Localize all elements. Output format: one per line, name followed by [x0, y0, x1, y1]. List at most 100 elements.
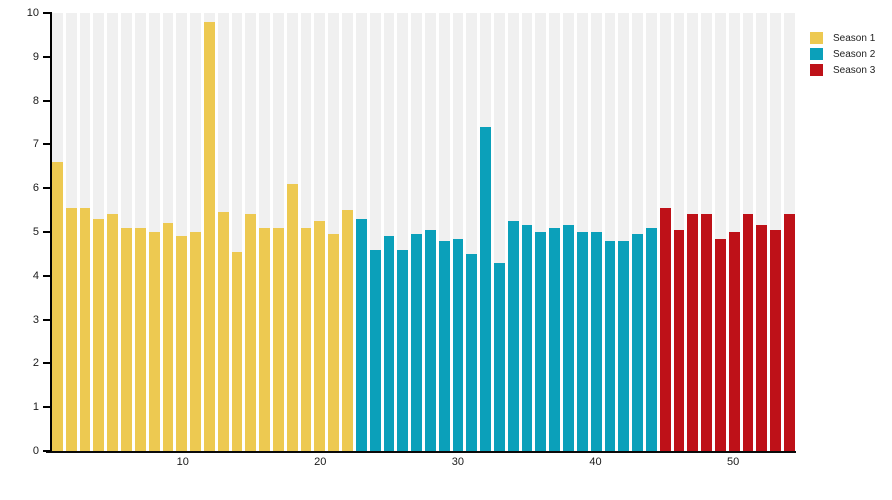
bar-episode-9[interactable]: [162, 223, 174, 451]
bar-episode-8[interactable]: [148, 232, 160, 451]
bar-slot: [659, 13, 671, 451]
bar-episode-44[interactable]: [645, 227, 657, 451]
bar-background-stripe: [383, 13, 395, 451]
y-tick-label: 2: [32, 357, 39, 370]
bar-episode-51[interactable]: [742, 214, 754, 451]
y-tick-label: 9: [32, 50, 39, 63]
y-axis-tick: [43, 187, 51, 190]
bar-slot: [245, 13, 257, 451]
bar-episode-48[interactable]: [701, 214, 712, 451]
bar-slot: [494, 13, 505, 451]
bar-episode-1[interactable]: [52, 161, 63, 451]
bar-episode-24[interactable]: [369, 249, 381, 451]
x-tick-label: 40: [589, 456, 602, 468]
bar-episode-27[interactable]: [411, 234, 422, 451]
y-axis-tick: [43, 406, 51, 409]
bar-episode-11[interactable]: [190, 232, 201, 451]
bar-episode-37[interactable]: [549, 227, 561, 451]
bar-episode-7[interactable]: [134, 227, 146, 451]
y-axis-tick: [43, 55, 51, 58]
bar-slot: [576, 13, 588, 451]
y-tick-label: 10: [26, 7, 39, 19]
bar-episode-43[interactable]: [632, 234, 643, 451]
legend-item-season-1[interactable]: Season 1: [810, 32, 875, 44]
bar-slot: [673, 13, 685, 451]
bar-episode-39[interactable]: [576, 232, 588, 451]
bar-episode-6[interactable]: [121, 227, 132, 451]
bar-episode-3[interactable]: [79, 207, 91, 451]
y-tick-label: 3: [32, 313, 39, 326]
x-tick-label: 10: [176, 456, 189, 468]
legend-swatch-icon: [810, 32, 823, 44]
bar-slot: [355, 13, 367, 451]
bar-background-stripe: [328, 13, 340, 451]
bar-episode-33[interactable]: [494, 262, 505, 451]
bar-slot: [632, 13, 643, 451]
bar-slot: [176, 13, 188, 451]
bar-episode-17[interactable]: [273, 227, 284, 451]
bar-slot: [424, 13, 436, 451]
bar-episode-2[interactable]: [65, 207, 77, 451]
bar-episode-38[interactable]: [563, 225, 574, 451]
bar-background-stripe: [176, 13, 188, 451]
bar-episode-31[interactable]: [466, 253, 478, 451]
bar-slot: [535, 13, 547, 451]
legend-swatch-icon: [810, 48, 823, 60]
bar-episode-19[interactable]: [300, 227, 312, 451]
bar-episode-22[interactable]: [342, 210, 353, 451]
bar-slot: [480, 13, 491, 451]
bar-episode-47[interactable]: [687, 214, 699, 451]
y-axis: [50, 12, 52, 452]
bar-episode-41[interactable]: [604, 240, 616, 451]
bar-episode-13[interactable]: [217, 212, 229, 451]
legend-item-season-2[interactable]: Season 2: [810, 48, 875, 60]
bar-episode-12[interactable]: [203, 21, 215, 451]
bar-episode-34[interactable]: [507, 221, 519, 451]
bar-episode-32[interactable]: [480, 126, 491, 451]
bar-episode-28[interactable]: [424, 229, 436, 451]
bar-episode-52[interactable]: [756, 225, 768, 451]
bar-episode-25[interactable]: [383, 236, 395, 451]
bar-slot: [521, 13, 533, 451]
x-tick-label: 20: [314, 456, 327, 468]
bar-episode-36[interactable]: [535, 232, 547, 451]
bar-slot: [604, 13, 616, 451]
bar-episode-10[interactable]: [176, 236, 188, 451]
bar-episode-40[interactable]: [590, 232, 602, 451]
bar-episode-18[interactable]: [286, 183, 298, 451]
legend-item-season-3[interactable]: Season 3: [810, 64, 875, 76]
bar-episode-20[interactable]: [314, 221, 326, 451]
bar-episode-50[interactable]: [728, 232, 740, 451]
bar-episode-45[interactable]: [659, 207, 671, 451]
bar-episode-30[interactable]: [452, 238, 464, 451]
bar-background-stripe: [438, 13, 450, 451]
bar-slot: [452, 13, 464, 451]
bar-episode-53[interactable]: [770, 229, 782, 451]
bar-episode-4[interactable]: [93, 218, 105, 451]
bar-slot: [618, 13, 630, 451]
bar-slot: [687, 13, 699, 451]
legend: Season 1 Season 2 Season 3: [810, 32, 875, 76]
bar-slot: [342, 13, 353, 451]
y-tick-label: 6: [32, 182, 39, 195]
bar-episode-21[interactable]: [328, 234, 340, 451]
bar-episode-54[interactable]: [784, 214, 795, 451]
bars: [52, 13, 795, 451]
bar-episode-5[interactable]: [107, 214, 119, 451]
bar-episode-14[interactable]: [231, 251, 243, 451]
bar-slot: [549, 13, 561, 451]
bar-episode-16[interactable]: [259, 227, 270, 451]
bar-episode-35[interactable]: [521, 225, 533, 451]
bar-episode-46[interactable]: [673, 229, 685, 451]
bar-episode-15[interactable]: [245, 214, 257, 451]
bar-episode-26[interactable]: [397, 249, 409, 451]
bar-episode-42[interactable]: [618, 240, 630, 451]
bar-episode-29[interactable]: [438, 240, 450, 451]
bar-episode-49[interactable]: [715, 238, 726, 451]
legend-label: Season 2: [833, 48, 876, 60]
bar-episode-23[interactable]: [355, 218, 367, 451]
bar-slot: [563, 13, 574, 451]
bar-slot: [328, 13, 340, 451]
bar-background-stripe: [452, 13, 464, 451]
bar-slot: [438, 13, 450, 451]
